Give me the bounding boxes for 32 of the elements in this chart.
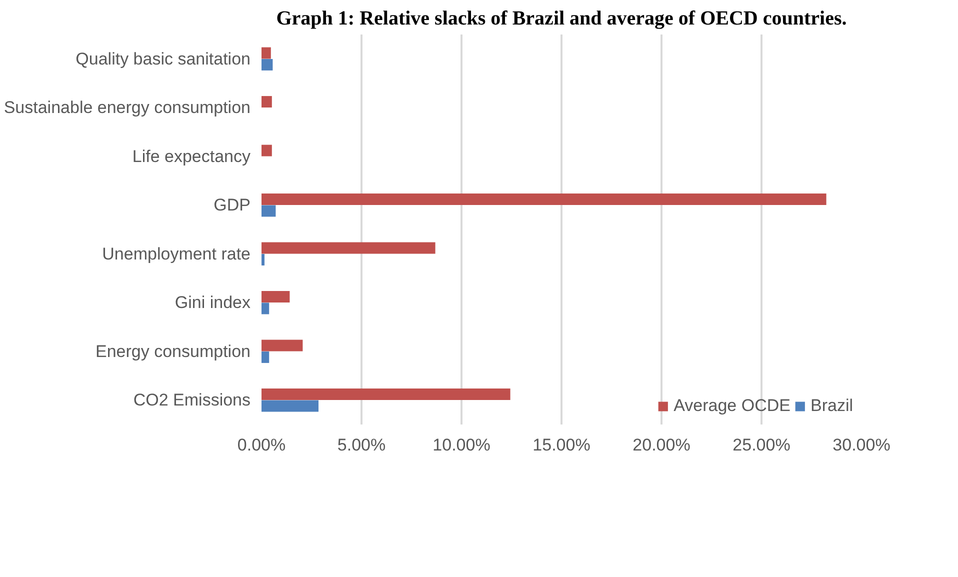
y-tick-label: Quality basic sanitation — [76, 49, 251, 68]
y-tick-label: Gini index — [174, 293, 251, 312]
x-tick-label: 10.00% — [432, 436, 490, 454]
bar — [262, 242, 436, 254]
bar — [262, 144, 272, 156]
bar — [262, 291, 290, 303]
y-tick-label: CO2 Emissions — [133, 390, 250, 410]
y-tick-label: Sustainable energy consumption — [4, 98, 251, 118]
y-tick-label: Energy consumption — [96, 342, 251, 361]
bar — [262, 194, 826, 206]
bar — [262, 205, 276, 217]
bar — [262, 351, 270, 363]
x-tick-label: 20.00% — [632, 436, 690, 454]
y-tick-label: Life expectancy — [132, 146, 251, 166]
x-tick-label: 15.00% — [532, 436, 590, 454]
x-tick-label: 0.00% — [237, 436, 286, 454]
bar — [262, 47, 271, 59]
bar — [262, 302, 270, 314]
bar — [262, 400, 318, 412]
bar — [262, 254, 264, 266]
bar — [262, 96, 272, 108]
legend-label: Brazil — [810, 396, 853, 416]
x-tick-label: 30.00% — [832, 436, 890, 454]
bar — [262, 340, 303, 352]
x-tick-label: 5.00% — [337, 436, 386, 454]
y-tick-label: Unemployment rate — [102, 244, 250, 264]
x-tick-label: 25.00% — [732, 436, 790, 454]
bar — [262, 58, 273, 70]
legend-label: Average OCDE — [674, 396, 790, 416]
bar — [262, 388, 510, 400]
y-tick-label: GDP — [214, 196, 251, 215]
chart-title: Graph 1: Relative slacks of Brazil and average of OECD countries. — [276, 8, 847, 30]
